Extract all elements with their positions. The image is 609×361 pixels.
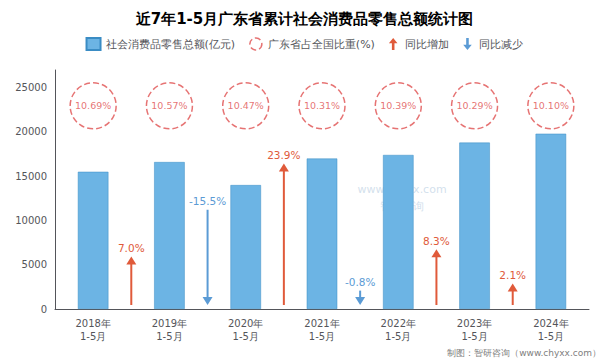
svg-text:同比增加: 同比增加 — [405, 38, 449, 51]
svg-text:2021年: 2021年 — [304, 318, 339, 329]
svg-text:0: 0 — [41, 304, 47, 315]
svg-text:10.47%: 10.47% — [228, 100, 264, 111]
svg-text:7.0%: 7.0% — [118, 242, 145, 254]
svg-text:www.chyxx.com: www.chyxx.com — [357, 183, 447, 196]
svg-text:社会消费品零售总额(亿元): 社会消费品零售总额(亿元) — [106, 38, 236, 51]
svg-text:10.10%: 10.10% — [533, 100, 569, 111]
svg-text:10000: 10000 — [15, 215, 47, 226]
svg-text:10.31%: 10.31% — [304, 100, 340, 111]
svg-text:2022年: 2022年 — [381, 318, 416, 329]
svg-text:-0.8%: -0.8% — [345, 276, 375, 288]
svg-text:10.57%: 10.57% — [151, 100, 187, 111]
svg-text:2.1%: 2.1% — [499, 269, 526, 281]
svg-text:1-5月: 1-5月 — [461, 331, 487, 342]
svg-text:同比减少: 同比减少 — [479, 38, 523, 51]
svg-text:2023年: 2023年 — [457, 318, 492, 329]
svg-text:1-5月: 1-5月 — [156, 331, 182, 342]
svg-text:20000: 20000 — [15, 126, 47, 137]
svg-text:5000: 5000 — [22, 259, 47, 270]
svg-text:2018年: 2018年 — [75, 318, 110, 329]
svg-text:1-5月: 1-5月 — [233, 331, 259, 342]
svg-text:10.69%: 10.69% — [75, 100, 111, 111]
svg-text:1-5月: 1-5月 — [538, 331, 564, 342]
svg-text:23.9%: 23.9% — [267, 149, 300, 161]
svg-text:1-5月: 1-5月 — [385, 331, 411, 342]
svg-text:10.39%: 10.39% — [380, 100, 416, 111]
svg-text:10.29%: 10.29% — [456, 100, 492, 111]
svg-text:2020年: 2020年 — [228, 318, 263, 329]
svg-text:2019年: 2019年 — [152, 318, 187, 329]
svg-text:1-5月: 1-5月 — [80, 331, 106, 342]
svg-text:-15.5%: -15.5% — [189, 195, 226, 207]
svg-text:15000: 15000 — [15, 171, 47, 182]
svg-text:8.3%: 8.3% — [423, 235, 450, 247]
svg-text:近7年1-5月广东省累计社会消费品零售总额统计图: 近7年1-5月广东省累计社会消费品零售总额统计图 — [135, 10, 474, 28]
svg-text:25000: 25000 — [15, 82, 47, 93]
svg-text:2024年: 2024年 — [533, 318, 568, 329]
svg-text:广东省占全国比重(%): 广东省占全国比重(%) — [268, 38, 375, 51]
svg-text:制图：智研咨询（www.chyxx.com）: 制图：智研咨询（www.chyxx.com） — [447, 348, 601, 358]
svg-text:1-5月: 1-5月 — [309, 331, 335, 342]
